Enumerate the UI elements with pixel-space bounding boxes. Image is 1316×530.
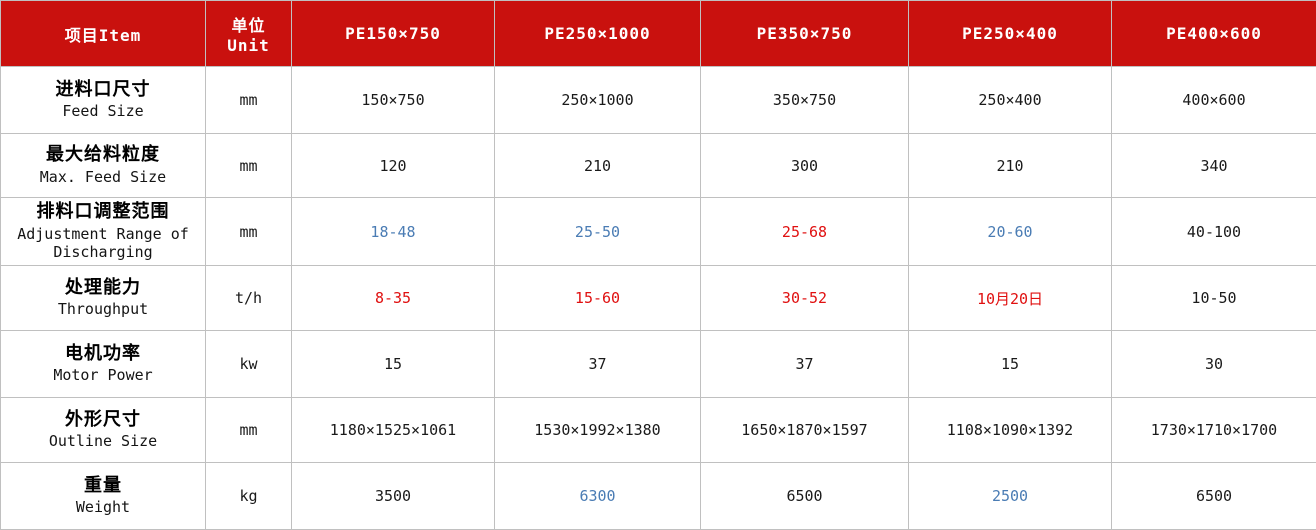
row-label-zh: 电机功率 xyxy=(7,343,199,366)
row-label: 进料口尺寸 Feed Size xyxy=(1,67,206,134)
unit-cell: mm xyxy=(206,198,292,266)
header-cell-item: 项目Item xyxy=(1,1,206,67)
value-cell: 25-50 xyxy=(495,198,701,266)
value-cell: 1530×1992×1380 xyxy=(495,398,701,463)
value-cell: 30 xyxy=(1112,331,1316,398)
value-cell: 1650×1870×1597 xyxy=(701,398,909,463)
value-cell: 1108×1090×1392 xyxy=(909,398,1112,463)
row-label-en: Motor Power xyxy=(7,366,199,385)
row-label-zh: 重量 xyxy=(7,475,199,498)
row-label-zh: 外形尺寸 xyxy=(7,409,199,432)
value-cell: 210 xyxy=(495,134,701,198)
value-cell: 20-60 xyxy=(909,198,1112,266)
table-body: 进料口尺寸 Feed Size mm 150×750 250×1000 350×… xyxy=(1,67,1316,530)
row-label-en: Outline Size xyxy=(7,432,199,451)
table-row-feed-size: 进料口尺寸 Feed Size mm 150×750 250×1000 350×… xyxy=(1,67,1316,134)
row-label-en: Weight xyxy=(7,498,199,517)
row-label-zh: 处理能力 xyxy=(7,277,199,300)
value-cell: 37 xyxy=(701,331,909,398)
unit-cell: kw xyxy=(206,331,292,398)
unit-cell: kg xyxy=(206,463,292,530)
unit-cell: mm xyxy=(206,67,292,134)
value-cell: 1730×1710×1700 xyxy=(1112,398,1316,463)
unit-cell: t/h xyxy=(206,266,292,331)
value-cell: 30-52 xyxy=(701,266,909,331)
value-cell: 15-60 xyxy=(495,266,701,331)
unit-cell: mm xyxy=(206,398,292,463)
value-cell: 15 xyxy=(909,331,1112,398)
table-row-throughput: 处理能力 Throughput t/h 8-35 15-60 30-52 10月… xyxy=(1,266,1316,331)
row-label-en: Feed Size xyxy=(7,102,199,121)
header-cell-model-pe250x400: PE250×400 xyxy=(909,1,1112,67)
table-row-outline-size: 外形尺寸 Outline Size mm 1180×1525×1061 1530… xyxy=(1,398,1316,463)
value-cell: 340 xyxy=(1112,134,1316,198)
row-label-en: Max. Feed Size xyxy=(7,168,199,187)
value-cell: 37 xyxy=(495,331,701,398)
value-cell: 120 xyxy=(292,134,495,198)
row-label: 外形尺寸 Outline Size xyxy=(1,398,206,463)
value-cell: 6500 xyxy=(1112,463,1316,530)
table-row-weight: 重量 Weight kg 3500 6300 6500 2500 6500 xyxy=(1,463,1316,530)
value-cell: 350×750 xyxy=(701,67,909,134)
table-row-adjustment-range: 排料口调整范围 Adjustment Range of Discharging … xyxy=(1,198,1316,266)
value-cell: 1180×1525×1061 xyxy=(292,398,495,463)
row-label-zh: 进料口尺寸 xyxy=(7,79,199,102)
row-label: 处理能力 Throughput xyxy=(1,266,206,331)
unit-cell: mm xyxy=(206,134,292,198)
value-cell: 250×1000 xyxy=(495,67,701,134)
value-cell: 400×600 xyxy=(1112,67,1316,134)
row-label: 重量 Weight xyxy=(1,463,206,530)
value-cell: 15 xyxy=(292,331,495,398)
row-label: 最大给料粒度 Max. Feed Size xyxy=(1,134,206,198)
row-label-en: Adjustment Range of Discharging xyxy=(7,225,199,263)
value-cell: 6300 xyxy=(495,463,701,530)
value-cell: 18-48 xyxy=(292,198,495,266)
value-cell: 10月20日 xyxy=(909,266,1112,331)
value-cell: 150×750 xyxy=(292,67,495,134)
value-cell: 8-35 xyxy=(292,266,495,331)
header-cell-model-pe150x750: PE150×750 xyxy=(292,1,495,67)
header-row: 项目Item 单位Unit PE150×750 PE250×1000 PE350… xyxy=(1,1,1316,67)
value-cell: 210 xyxy=(909,134,1112,198)
row-label-zh: 排料口调整范围 xyxy=(7,201,199,224)
row-label: 排料口调整范围 Adjustment Range of Discharging xyxy=(1,198,206,266)
table-row-max-feed-size: 最大给料粒度 Max. Feed Size mm 120 210 300 210… xyxy=(1,134,1316,198)
value-cell: 40-100 xyxy=(1112,198,1316,266)
value-cell: 250×400 xyxy=(909,67,1112,134)
row-label: 电机功率 Motor Power xyxy=(1,331,206,398)
row-label-zh: 最大给料粒度 xyxy=(7,144,199,167)
value-cell: 3500 xyxy=(292,463,495,530)
value-cell: 300 xyxy=(701,134,909,198)
value-cell: 10-50 xyxy=(1112,266,1316,331)
header-cell-model-pe400x600: PE400×600 xyxy=(1112,1,1316,67)
row-label-en: Throughput xyxy=(7,300,199,319)
header-cell-unit: 单位Unit xyxy=(206,1,292,67)
table-row-motor-power: 电机功率 Motor Power kw 15 37 37 15 30 xyxy=(1,331,1316,398)
value-cell: 25-68 xyxy=(701,198,909,266)
table-header: 项目Item 单位Unit PE150×750 PE250×1000 PE350… xyxy=(1,1,1316,67)
value-cell: 6500 xyxy=(701,463,909,530)
header-cell-model-pe350x750: PE350×750 xyxy=(701,1,909,67)
value-cell: 2500 xyxy=(909,463,1112,530)
header-cell-model-pe250x1000: PE250×1000 xyxy=(495,1,701,67)
